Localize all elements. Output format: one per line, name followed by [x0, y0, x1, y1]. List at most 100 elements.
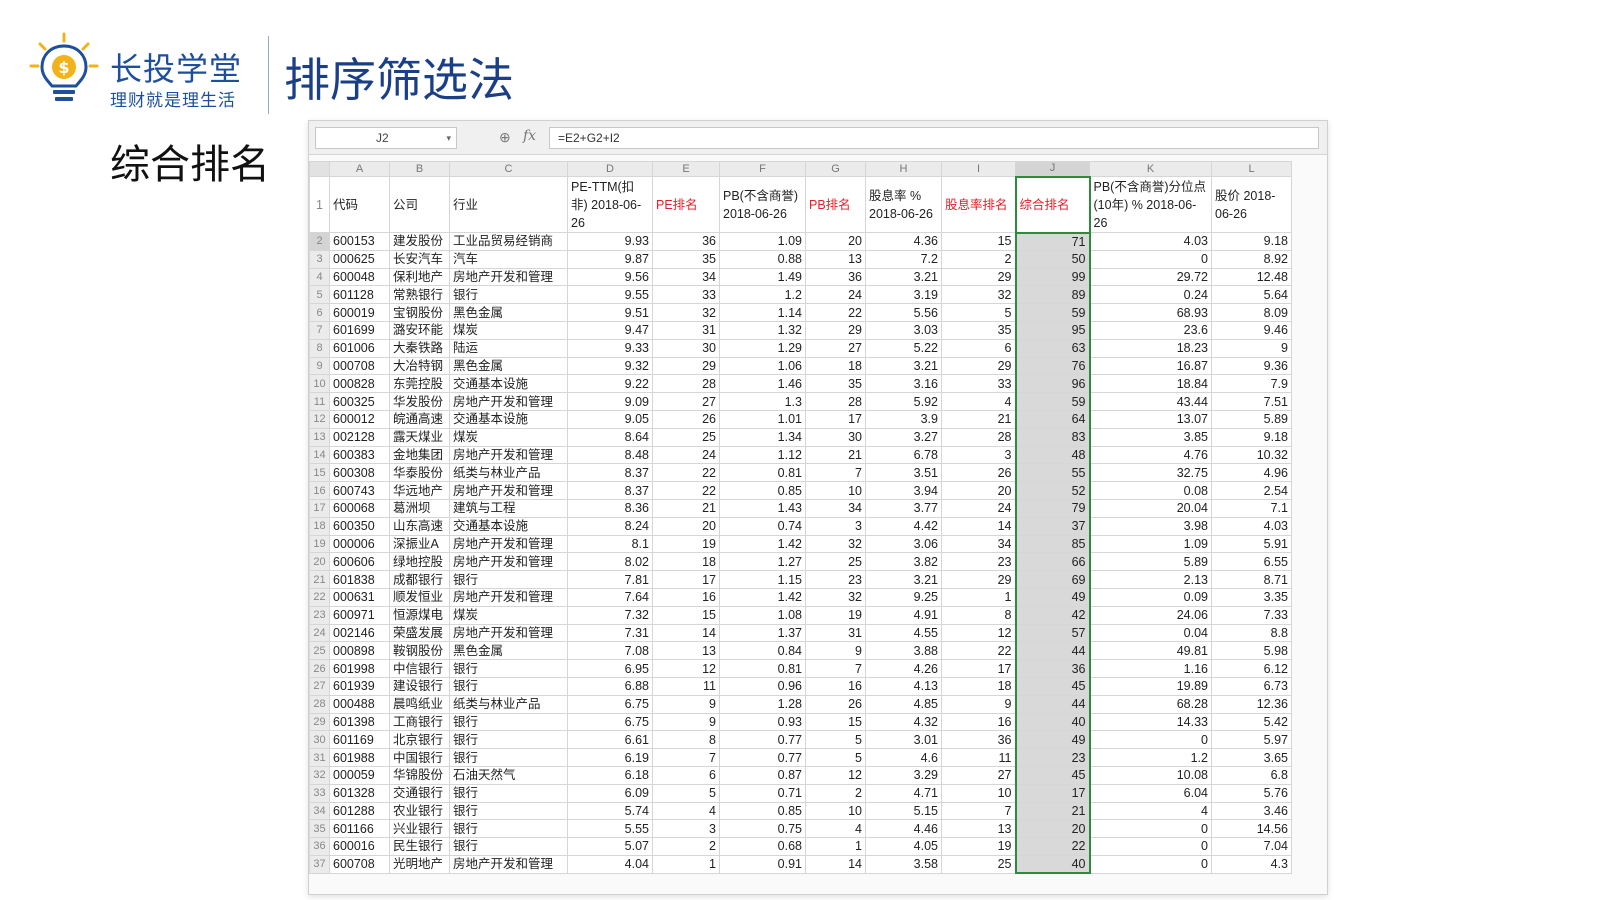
table-cell[interactable]: 9.25: [865, 587, 942, 607]
table-cell[interactable]: 16: [805, 676, 866, 696]
table-cell[interactable]: 34: [805, 498, 866, 518]
table-cell[interactable]: 6.73: [1211, 676, 1292, 696]
table-cell[interactable]: 5.15: [865, 801, 942, 821]
table-cell[interactable]: 0.96: [719, 676, 806, 696]
table-cell[interactable]: 600743: [329, 481, 390, 500]
table-cell[interactable]: 9.09: [567, 392, 653, 411]
table-cell[interactable]: 68.93: [1089, 303, 1212, 322]
table-cell[interactable]: 9.05: [567, 409, 653, 429]
name-box[interactable]: J2 ▾: [315, 127, 457, 149]
table-cell[interactable]: 45: [1014, 676, 1091, 696]
function-icon[interactable]: fx: [523, 128, 537, 144]
table-cell[interactable]: 002128: [329, 427, 390, 447]
table-cell[interactable]: 600308: [329, 463, 390, 483]
table-cell[interactable]: 601699: [329, 320, 390, 340]
row-number[interactable]: 25: [309, 641, 330, 661]
table-cell[interactable]: 1.14: [719, 303, 806, 322]
table-cell[interactable]: 43.44: [1089, 392, 1212, 411]
table-cell[interactable]: 0.71: [719, 783, 806, 803]
table-cell[interactable]: 13: [941, 819, 1016, 839]
table-cell[interactable]: 5: [805, 730, 866, 750]
table-cell[interactable]: 3.9: [865, 409, 942, 429]
table-cell[interactable]: 7: [805, 463, 866, 483]
table-cell[interactable]: 20: [805, 232, 866, 251]
table-cell[interactable]: 14: [805, 854, 866, 874]
table-cell[interactable]: 4.03: [1089, 232, 1212, 251]
table-cell[interactable]: 5.97: [1211, 730, 1292, 750]
table-cell[interactable]: 6: [941, 338, 1016, 358]
table-cell[interactable]: 0.77: [719, 748, 806, 767]
table-cell[interactable]: 11: [941, 748, 1016, 767]
table-cell[interactable]: 7.32: [567, 605, 653, 625]
table-cell[interactable]: 银行: [449, 730, 568, 750]
table-cell[interactable]: 3.21: [865, 267, 942, 287]
table-cell[interactable]: 交通基本设施: [449, 374, 568, 394]
row-number[interactable]: 27: [309, 676, 330, 696]
row-number[interactable]: 16: [309, 481, 330, 500]
column-header-cell[interactable]: PB(不含商誉)分位点(10年) % 2018-06-26: [1089, 176, 1212, 233]
row-number[interactable]: 15: [309, 463, 330, 483]
table-cell[interactable]: 3.94: [865, 481, 942, 500]
column-header-cell[interactable]: PE-TTM(扣非) 2018-06-26: [567, 176, 653, 233]
table-cell[interactable]: 7.08: [567, 641, 653, 661]
row-number[interactable]: 33: [309, 783, 330, 803]
table-cell[interactable]: 22: [652, 481, 720, 500]
table-cell[interactable]: 20: [652, 516, 720, 536]
row-number[interactable]: 17: [309, 498, 330, 518]
table-cell[interactable]: 绿地控股: [389, 552, 450, 572]
table-cell[interactable]: 9: [652, 712, 720, 732]
table-cell[interactable]: 19: [941, 837, 1016, 856]
table-cell[interactable]: 3.06: [865, 534, 942, 554]
row-number[interactable]: 12: [309, 409, 330, 429]
table-cell[interactable]: 10: [805, 801, 866, 821]
table-cell[interactable]: 59: [1014, 392, 1091, 411]
table-cell[interactable]: 0: [1089, 819, 1212, 839]
table-cell[interactable]: 24: [941, 498, 1016, 518]
table-cell[interactable]: 13.07: [1089, 409, 1212, 429]
table-cell[interactable]: 6.61: [567, 730, 653, 750]
table-cell[interactable]: 4.26: [865, 659, 942, 678]
table-cell[interactable]: 85: [1014, 534, 1091, 554]
table-cell[interactable]: 6.04: [1089, 783, 1212, 803]
table-cell[interactable]: 601838: [329, 570, 390, 589]
table-cell[interactable]: 44: [1014, 694, 1091, 714]
table-cell[interactable]: 1: [805, 837, 866, 856]
table-cell[interactable]: 1.16: [1089, 659, 1212, 678]
column-letter[interactable]: H: [865, 161, 942, 177]
table-cell[interactable]: 1.2: [719, 285, 806, 305]
table-cell[interactable]: 房地产开发和管理: [449, 552, 568, 572]
table-cell[interactable]: 17: [652, 570, 720, 589]
table-cell[interactable]: 35: [805, 374, 866, 394]
table-cell[interactable]: 600153: [329, 232, 390, 251]
table-cell[interactable]: 19.89: [1089, 676, 1212, 696]
table-cell[interactable]: 2: [652, 837, 720, 856]
table-cell[interactable]: 21: [1014, 801, 1091, 821]
table-cell[interactable]: 5: [652, 783, 720, 803]
table-cell[interactable]: 36: [941, 730, 1016, 750]
table-cell[interactable]: 房地产开发和管理: [449, 854, 568, 874]
table-cell[interactable]: 3: [941, 445, 1016, 465]
table-cell[interactable]: 恒源煤电: [389, 605, 450, 625]
table-cell[interactable]: 5.42: [1211, 712, 1292, 732]
table-cell[interactable]: 4.05: [865, 837, 942, 856]
table-cell[interactable]: 64: [1014, 409, 1091, 429]
table-cell[interactable]: 36: [652, 232, 720, 251]
table-cell[interactable]: 000828: [329, 374, 390, 394]
table-cell[interactable]: 42: [1014, 605, 1091, 625]
table-cell[interactable]: 5.98: [1211, 641, 1292, 661]
row-number[interactable]: 7: [309, 320, 330, 340]
table-cell[interactable]: 煤炭: [449, 427, 568, 447]
table-cell[interactable]: 8.92: [1211, 249, 1292, 269]
table-cell[interactable]: 96: [1014, 374, 1091, 394]
table-cell[interactable]: 5.55: [567, 819, 653, 839]
table-cell[interactable]: 1.2: [1089, 748, 1212, 767]
table-cell[interactable]: 6.8: [1211, 765, 1292, 785]
table-cell[interactable]: 鞍钢股份: [389, 641, 450, 661]
table-cell[interactable]: 金地集团: [389, 445, 450, 465]
table-cell[interactable]: 15: [805, 712, 866, 732]
table-cell[interactable]: 6.75: [567, 694, 653, 714]
table-cell[interactable]: 8.71: [1211, 570, 1292, 589]
table-cell[interactable]: 0.08: [1089, 481, 1212, 500]
table-cell[interactable]: 26: [805, 694, 866, 714]
table-cell[interactable]: 9.18: [1211, 427, 1292, 447]
